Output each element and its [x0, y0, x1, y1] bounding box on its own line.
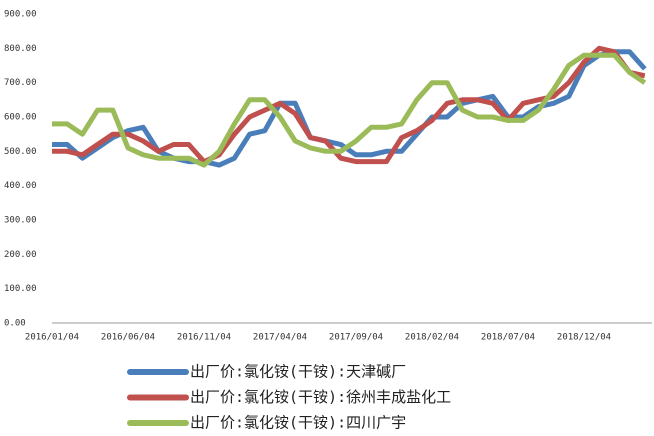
x-tick-label: 2016/06/04: [101, 333, 155, 343]
x-tick-label: 2016/01/04: [25, 333, 79, 343]
y-tick-label: 900.00: [4, 10, 37, 20]
x-tick-label: 2018/02/04: [405, 333, 459, 343]
y-tick-label: 700.00: [4, 78, 37, 88]
legend-label: 出厂价:氯化铵(干铵):四川广宇: [190, 414, 406, 432]
y-tick-label: 400.00: [4, 181, 37, 191]
y-tick-label: 100.00: [4, 284, 37, 294]
y-tick-label: 800.00: [4, 44, 37, 54]
x-tick-label: 2018/12/04: [557, 333, 611, 343]
y-tick-label: 200.00: [4, 250, 37, 260]
legend-label: 出厂价:氯化铵(干铵):天津碱厂: [190, 363, 406, 381]
series-line: [52, 49, 647, 168]
y-tick-label: 300.00: [4, 216, 37, 226]
x-tick-label: 2016/11/04: [177, 333, 231, 343]
x-tick-label: 2017/04/04: [253, 333, 307, 343]
y-tick-label: 600.00: [4, 113, 37, 123]
y-tick-label: 500.00: [4, 147, 37, 157]
y-tick-label: 0.00: [4, 319, 26, 329]
x-tick-label: 2018/07/04: [481, 333, 535, 343]
series-line: [52, 52, 647, 168]
legend-label: 出厂价:氯化铵(干铵):徐州丰成盐化工: [190, 388, 451, 406]
x-tick-label: 2017/09/04: [329, 333, 383, 343]
